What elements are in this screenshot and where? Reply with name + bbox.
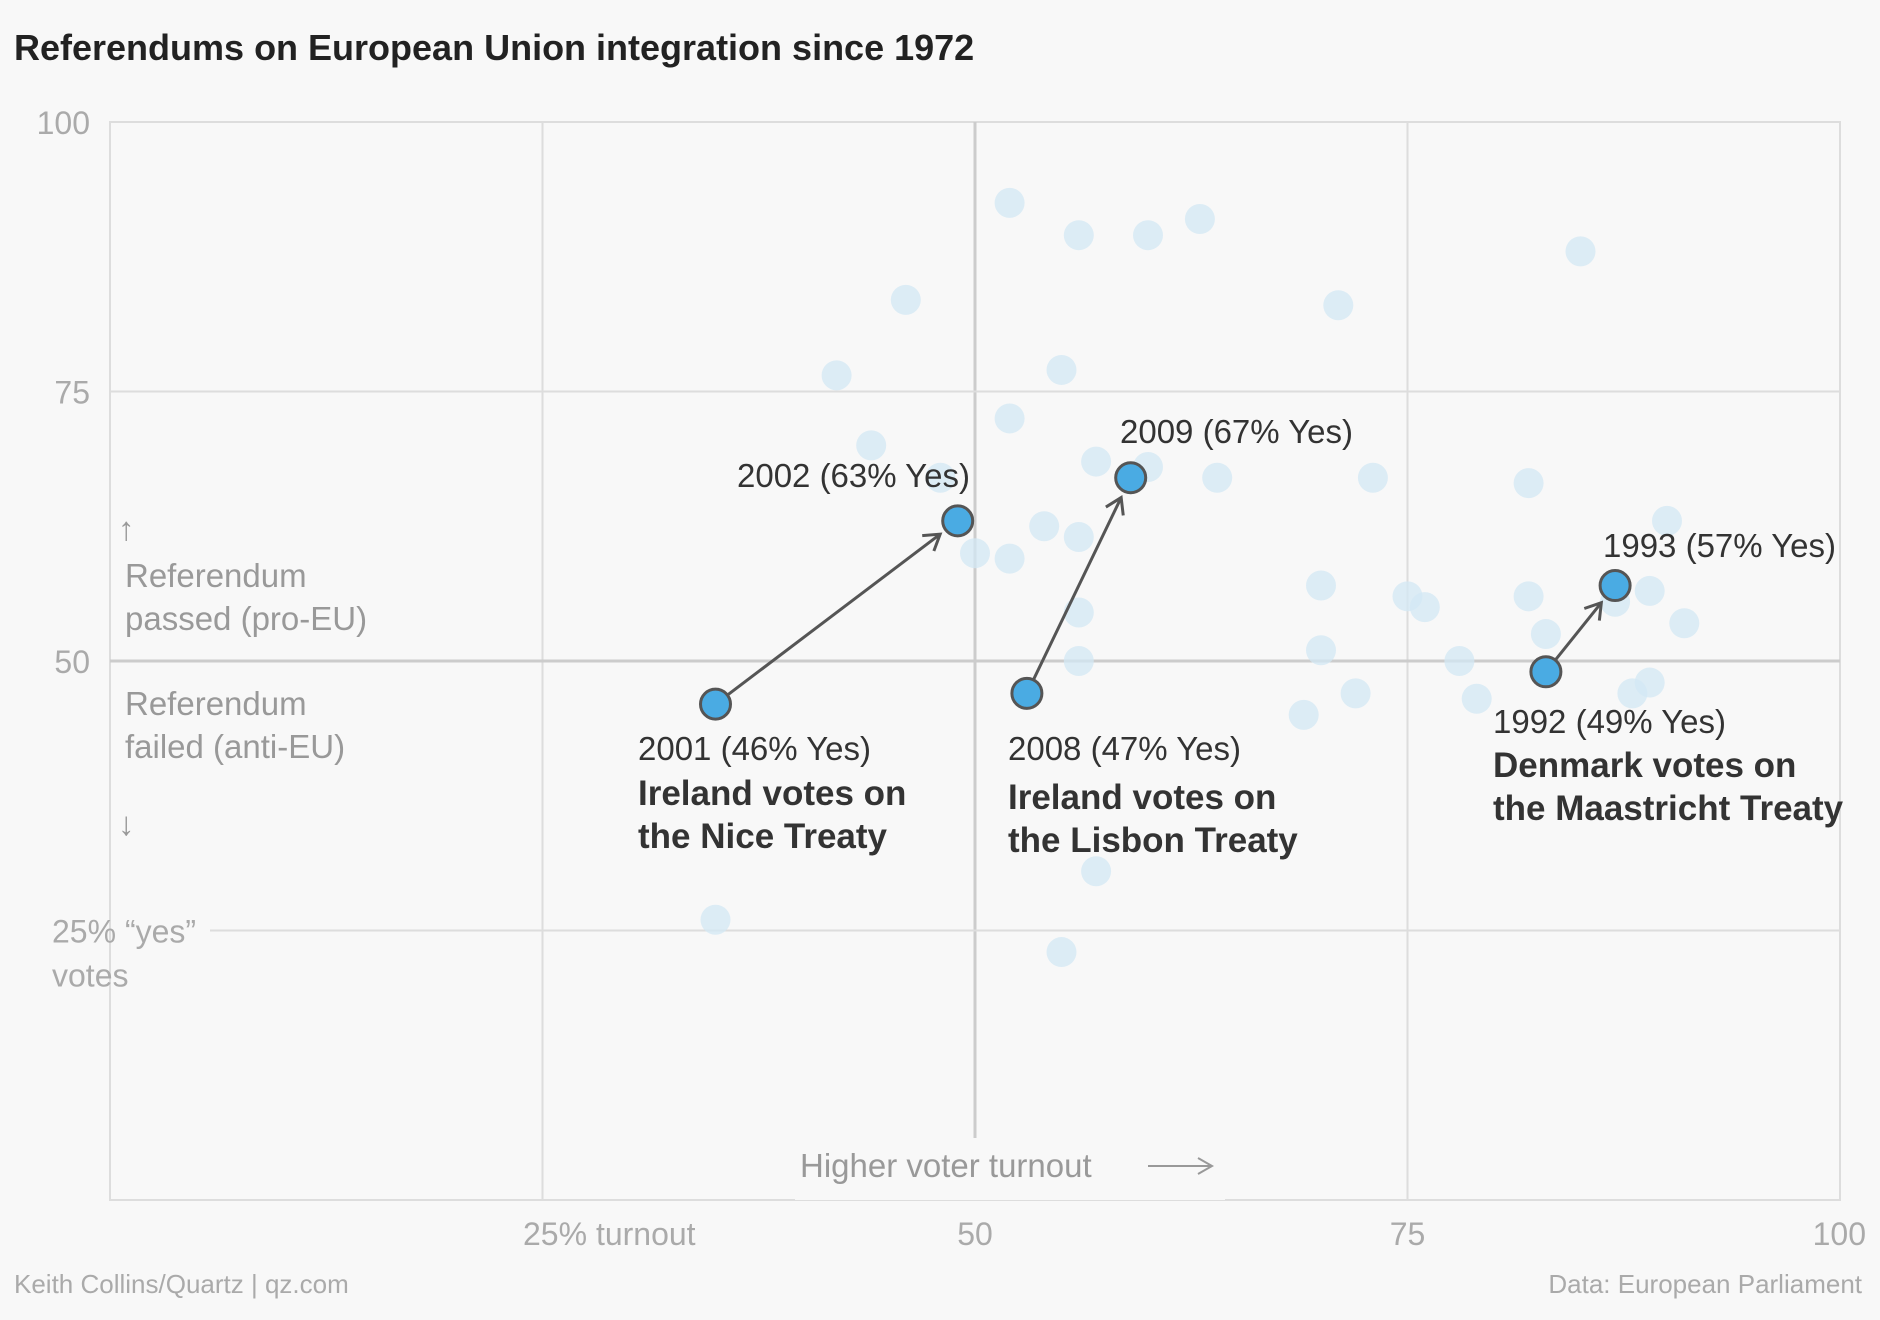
background-point [1202,462,1233,493]
y-tick-label: votes [52,958,128,994]
background-point [1046,354,1077,385]
y-tick-label: 75 [54,375,90,411]
background-point [1063,220,1094,251]
annotation-title: the Maastricht Treaty [1493,789,1844,828]
annotation-title: Denmark votes on [1493,746,1796,785]
background-point [1063,646,1094,676]
right-arrow-icon [1148,1157,1215,1175]
point-label: 1993 (57% Yes) [1603,527,1836,564]
chart-title: Referendums on European Union integratio… [14,27,974,68]
background-point [1565,236,1596,267]
background-point [1461,683,1492,714]
background-point [1323,290,1354,321]
background-point [1652,505,1682,536]
annotation-title: Ireland votes on [638,774,906,813]
background-point [1513,468,1544,499]
background-point [856,430,887,461]
highlight-point [1529,655,1563,689]
background-point [1357,462,1388,493]
background-point [1669,608,1700,639]
highlight-points [699,461,1632,721]
footer-credit: Keith Collins/Quartz | qz.com [14,1269,349,1299]
background-point [960,538,990,569]
point-label: 1992 (49% Yes) [1493,703,1726,740]
background-point [1409,592,1440,623]
background-point [1029,511,1060,542]
background-point [994,187,1025,218]
failed-label-line2: failed (anti-EU) [125,728,345,765]
background-point [1063,522,1094,553]
tick-labels: 25% turnout 50 75 100 100 75 50 25% “yes” votes [37,105,1866,1252]
arrow-head-icon [1583,600,1604,621]
annotation-arrow [1554,601,1603,661]
point-label: 2002 (63% Yes) [737,457,970,494]
x-tick-label: 25% turnout [523,1216,696,1252]
y-tick-label: 100 [37,105,90,141]
background-point [1184,204,1215,235]
annotation-title: Ireland votes on [1008,778,1276,817]
passed-label-line2: passed (pro-EU) [125,600,367,637]
highlight-point [941,504,975,538]
background-point [821,360,852,391]
x-tick-label: 50 [957,1216,993,1252]
x-tick-label: 75 [1390,1216,1426,1252]
highlight-point [1010,676,1044,710]
background-point [1133,220,1163,251]
grid-lines [109,121,1841,1201]
background-point [1306,570,1336,601]
background-points [700,187,1700,968]
passed-label-line1: Referendum [125,557,307,594]
region-labels: ↑ Referendum passed (pro-EU) Referendum … [118,510,367,842]
point-label: 2001 (46% Yes) [638,730,871,767]
y-tick-label: 25% “yes” [52,914,196,950]
background-point [1063,597,1094,628]
background-point [1340,678,1371,709]
x-axis-label: Higher voter turnout [795,1140,1225,1200]
footer-source: Data: European Parliament [1548,1269,1862,1299]
background-point [1513,581,1544,612]
failed-label-line1: Referendum [125,685,307,722]
background-point [1081,856,1112,887]
annotation-arrow [1032,496,1123,680]
background-point [994,543,1025,574]
background-point [1288,699,1319,730]
down-arrow-icon: ↓ [118,805,135,842]
point-label: 2008 (47% Yes) [1008,730,1241,767]
annotation-arrows [727,495,1604,696]
background-point [925,462,956,493]
background-point [1306,635,1336,666]
up-arrow-icon: ↑ [118,510,135,547]
highlight-point [699,687,732,721]
arrow-head-icon [922,532,943,552]
annotation-arrow [727,532,942,696]
annotation-labels: 2001 (46% Yes) 2002 (63% Yes) 2008 (47% Ye… [638,413,1844,860]
arrow-head-icon [1105,495,1125,516]
background-point [1046,937,1077,968]
x-axis-title: Higher voter turnout [800,1147,1092,1184]
background-point [994,403,1025,434]
background-point [1634,667,1665,698]
background-point [1634,575,1665,606]
background-point [700,904,731,935]
point-label: 2009 (67% Yes) [1120,413,1353,450]
highlight-point [1114,461,1148,495]
annotation-title: the Nice Treaty [638,817,888,856]
background-point [1444,646,1475,676]
y-tick-label: 50 [54,644,90,680]
x-tick-label: 100 [1813,1216,1866,1252]
annotation-title: the Lisbon Treaty [1008,821,1298,860]
highlight-point [1598,569,1632,603]
background-point [1081,446,1112,477]
background-point [890,284,921,315]
background-point [1530,619,1561,650]
